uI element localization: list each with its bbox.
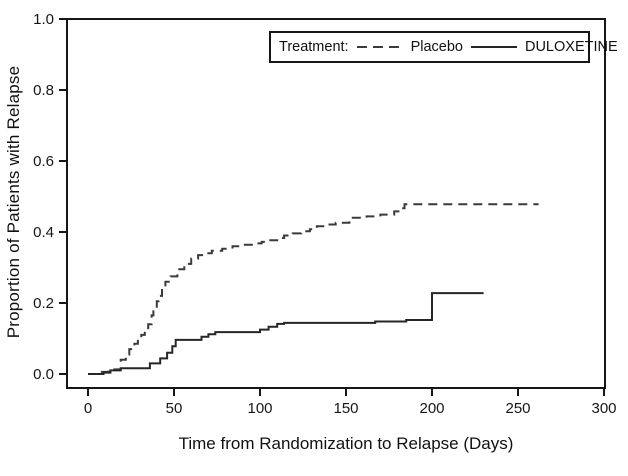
- x-tick-label: 250: [505, 400, 530, 417]
- y-tick-label: 0.8: [33, 82, 54, 99]
- y-axis-title: Proportion of Patients with Relapse: [4, 65, 23, 339]
- placebo-dashed-line-icon: [356, 46, 403, 48]
- legend-label-duloxetine: DULOXETINE: [524, 39, 618, 55]
- y-tick-label: 0.2: [33, 295, 54, 312]
- treatment-legend: Treatment: Placebo DULOXETINE: [269, 31, 618, 63]
- x-tick-label: 0: [84, 400, 92, 417]
- plot-frame: [66, 18, 606, 389]
- legend-label-placebo: Placebo: [410, 39, 463, 55]
- y-tick-label: 1.0: [33, 11, 54, 28]
- y-tick-label: 0.0: [33, 366, 54, 383]
- x-axis-title: Time from Randomization to Relapse (Days…: [178, 434, 514, 453]
- x-tick-label: 150: [333, 400, 358, 417]
- duloxetine-curve: [88, 292, 484, 375]
- duloxetine-solid-line-icon: [470, 46, 517, 48]
- y-tick-label: 0.4: [33, 224, 54, 241]
- x-tick-label: 300: [591, 400, 616, 417]
- y-tick-label: 0.6: [33, 153, 54, 170]
- x-tick-label: 200: [419, 400, 444, 417]
- placebo-curve: [88, 203, 539, 375]
- x-tick-label: 100: [247, 400, 272, 417]
- legend-title: Treatment:: [279, 39, 349, 55]
- x-tick-label: 50: [166, 400, 183, 417]
